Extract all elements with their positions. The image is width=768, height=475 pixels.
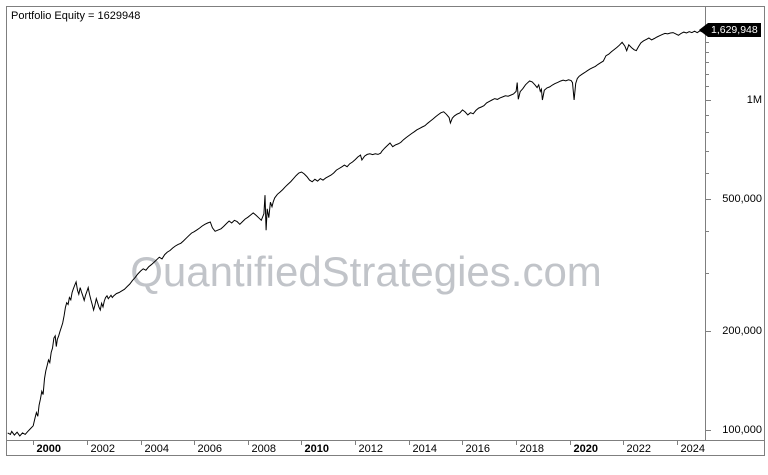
chart-panel bbox=[6, 6, 765, 456]
watermark-text: QuantifiedStrategies.com bbox=[130, 248, 602, 295]
equity-curve bbox=[7, 29, 705, 437]
